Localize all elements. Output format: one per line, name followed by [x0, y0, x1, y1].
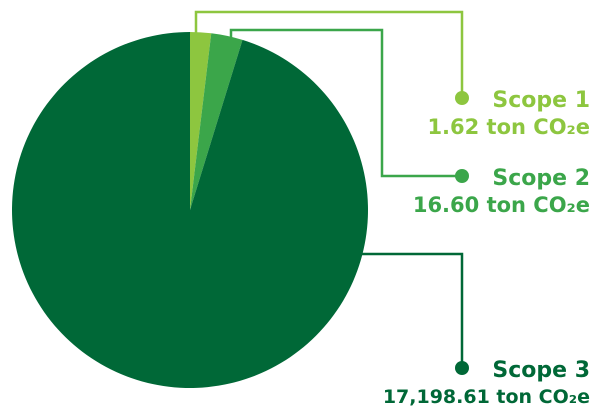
- pie-slice-scope-3: [11, 32, 368, 388]
- callout-line-scope-1: [194, 10, 464, 98]
- callout-lines: [194, 10, 464, 368]
- pie-slice-scope-1: [190, 32, 212, 210]
- series-name-scope-2: Scope 2: [492, 166, 590, 191]
- pie-slice-scope-2: [190, 33, 243, 210]
- legend-scope-2: Scope 2 16.60 ton CO₂e: [413, 166, 590, 217]
- value-label-scope-1: 1.62 ton CO₂e: [427, 115, 590, 139]
- series-name-scope-3: Scope 3: [492, 358, 590, 383]
- callout-line-scope-3: [362, 252, 464, 368]
- legend-marker-scope-2: [455, 169, 469, 183]
- value-label-scope-3: 17,198.61 ton CO₂e: [383, 386, 590, 407]
- callout-line-scope-2: [229, 28, 462, 178]
- legend-marker-scope-3: [455, 361, 469, 375]
- legend-scope-3: Scope 3 17,198.61 ton CO₂e: [383, 358, 590, 407]
- pie-slices: [11, 32, 368, 388]
- value-label-scope-2: 16.60 ton CO₂e: [413, 193, 590, 217]
- legend-scope-1: Scope 1 1.62 ton CO₂e: [427, 88, 590, 139]
- legend-marker-scope-1: [455, 91, 469, 105]
- series-name-scope-1: Scope 1: [492, 88, 590, 113]
